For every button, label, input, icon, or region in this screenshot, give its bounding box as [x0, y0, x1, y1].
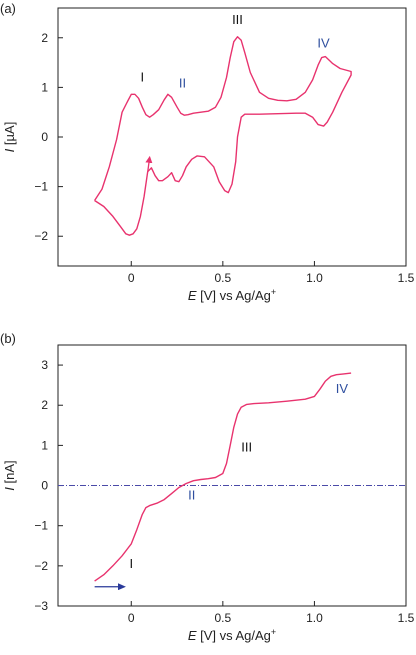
x-tick-label: 1.0: [306, 611, 323, 625]
peak-label: IV: [336, 381, 349, 396]
x-tick-label: 0: [128, 271, 135, 285]
x-axis-label-a: E [V] vs Ag/Ag+: [188, 287, 276, 303]
x-tick-label: 0.5: [214, 271, 231, 285]
y-tick-label: 2: [41, 398, 48, 412]
peak-label: III: [241, 439, 252, 454]
peak-label: I: [140, 69, 144, 84]
x-axis-label-a-unit: [V] vs Ag/Ag: [196, 288, 270, 303]
y-tick-label: 0: [41, 479, 48, 493]
y-tick-label: 1: [41, 438, 48, 452]
y-axis-label-b-symbol: I: [2, 487, 17, 491]
y-ticks-a: −2 −1 0 1 2: [34, 31, 63, 243]
x-axis-label-a-symbol: E: [188, 288, 197, 303]
y-tick-label: 1: [41, 80, 48, 94]
y-axis-label-a: I [µA]: [2, 122, 17, 153]
scan-direction-arrow-a: [145, 155, 153, 172]
cv-curve: [94, 36, 352, 236]
x-ticks-b: 0 0.5 1.0 1.5: [128, 601, 415, 625]
y-tick-label: −1: [34, 180, 48, 194]
panel-label-a: (a): [0, 1, 16, 16]
peak-label: IV: [317, 36, 330, 51]
steady-state-curve: [94, 372, 352, 582]
y-tick-label: 0: [41, 130, 48, 144]
y-axis-label-b-unit: [nA]: [2, 460, 17, 487]
y-tick-label: −3: [34, 599, 48, 613]
x-axis-label-b: E [V] vs Ag/Ag+: [188, 627, 276, 643]
x-axis-label-b-symbol: E: [188, 628, 197, 643]
x-tick-label: 0.5: [214, 611, 231, 625]
x-ticks-a: 0 0.5 1.0 1.5: [128, 261, 415, 285]
peak-label: II: [188, 488, 195, 503]
y-axis-label-a-unit: [µA]: [2, 122, 17, 149]
x-tick-label: 1.5: [398, 611, 415, 625]
y-axis-label-b: I [nA]: [2, 460, 17, 490]
y-tick-label: −2: [34, 559, 48, 573]
y-tick-label: 3: [41, 358, 48, 372]
y-tick-label: 2: [41, 31, 48, 45]
peak-label: II: [179, 75, 186, 90]
y-tick-label: −1: [34, 519, 48, 533]
y-tick-label: −2: [34, 229, 48, 243]
y-ticks-b: −3 −2 −1 0 1 2 3: [34, 358, 63, 613]
peak-label: III: [232, 12, 243, 27]
x-axis-label-b-unit: [V] vs Ag/Ag: [196, 628, 270, 643]
x-tick-label: 1.5: [398, 271, 415, 285]
plot-frame-b: [57, 344, 407, 607]
x-axis-label-b-sup: +: [271, 627, 276, 637]
y-axis-label-a-symbol: I: [2, 148, 17, 152]
peak-label: I: [129, 556, 133, 571]
x-axis-label-a-sup: +: [271, 287, 276, 297]
panel-label-b: (b): [0, 331, 16, 346]
x-tick-label: 0: [128, 611, 135, 625]
x-tick-label: 1.0: [306, 271, 323, 285]
